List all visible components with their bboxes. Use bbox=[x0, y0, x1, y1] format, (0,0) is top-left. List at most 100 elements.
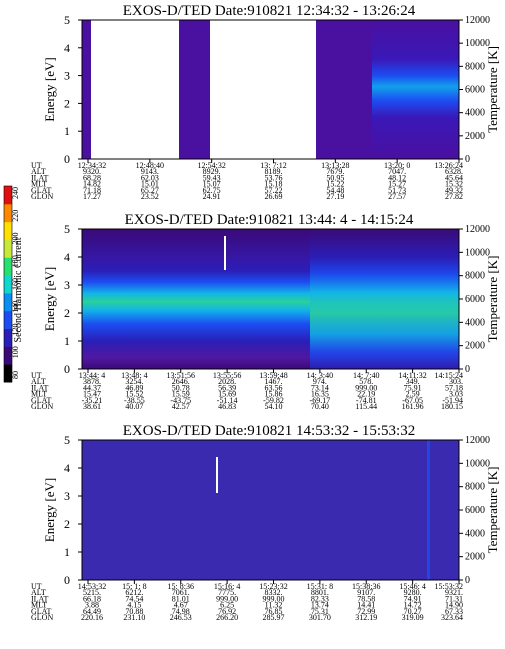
orbit-cell: 12:54:32 bbox=[197, 161, 225, 170]
orbit-row-label: GLAT bbox=[31, 396, 52, 405]
orbit-cell: 14:53:32 bbox=[78, 582, 106, 591]
colorbar: 80 100 120 140 160 180 200 220 240 bbox=[3, 185, 20, 383]
orbit-cell: 72.99 bbox=[357, 607, 375, 616]
orbit-cell: 2.59 bbox=[406, 390, 420, 399]
energy-tick-label: 2 bbox=[64, 96, 70, 110]
colorbar-swatch bbox=[4, 310, 12, 330]
energy-tick-label: 4 bbox=[64, 41, 70, 55]
orbit-cell: 26.69 bbox=[265, 192, 283, 201]
orbit-cell: 15.59 bbox=[172, 390, 190, 399]
orbit-cell: 13:20: 0 bbox=[384, 161, 410, 170]
panel3-background bbox=[82, 440, 459, 580]
orbit-cell: 7047. bbox=[388, 167, 406, 176]
colorbar-swatch bbox=[4, 257, 12, 276]
orbit-cell: 15.69 bbox=[218, 390, 236, 399]
orbit-cell: -59.82 bbox=[263, 396, 284, 405]
orbit-cell: 14.41 bbox=[357, 601, 375, 610]
orbit-cell: 5215. bbox=[83, 588, 101, 597]
orbit-cell: 54.10 bbox=[265, 402, 283, 411]
energy-tick-label: 3 bbox=[64, 278, 70, 292]
orbit-cell: 13:13:28 bbox=[321, 161, 349, 170]
energy-tick-label: 4 bbox=[64, 250, 70, 264]
orbit-cell: 57.22 bbox=[265, 186, 283, 195]
orbit-cell: 13:55:56 bbox=[213, 371, 241, 380]
orbit-cell: 75.31 bbox=[311, 607, 329, 616]
orbit-cell: 74.54 bbox=[125, 594, 143, 603]
panel3-bright-streak bbox=[216, 457, 218, 493]
orbit-cell: 6328. bbox=[445, 167, 463, 176]
orbit-row-label: ALT bbox=[31, 167, 46, 176]
orbit-cell: 51.73 bbox=[388, 186, 406, 195]
temperature-tick-label: 2000 bbox=[465, 341, 485, 352]
panel3-right-axis: 0 2000 4000 6000 8000 10000 12000 Temperature [… bbox=[459, 435, 500, 586]
orbit-cell: 4.67 bbox=[174, 601, 188, 610]
orbit-cell: 78.58 bbox=[357, 594, 375, 603]
orbit-row-label: GLON bbox=[31, 192, 53, 201]
orbit-cell: 15:23:32 bbox=[259, 582, 287, 591]
colorbar-swatch bbox=[4, 292, 12, 312]
orbit-cell: 62.03 bbox=[141, 173, 159, 182]
panel2-left-axis: 0 1 2 3 4 5 Energy [eV] bbox=[42, 222, 82, 376]
colorbar-swatch bbox=[4, 364, 12, 383]
orbit-cell: 180.15 bbox=[441, 402, 463, 411]
panel2-plot bbox=[81, 228, 460, 370]
energy-tick-label: 2 bbox=[64, 306, 70, 320]
orbit-cell: 75.91 bbox=[404, 383, 422, 392]
orbit-cell: 231.10 bbox=[123, 613, 145, 622]
orbit-cell: 50.78 bbox=[172, 383, 190, 392]
orbit-cell: 15.01 bbox=[141, 180, 159, 189]
energy-tick-label: 1 bbox=[64, 334, 70, 348]
orbit-cell: 15: 8:36 bbox=[168, 582, 194, 591]
orbit-cell: 81.01 bbox=[172, 594, 190, 603]
orbit-cell: -51.94 bbox=[442, 396, 463, 405]
orbit-cell: 319.09 bbox=[402, 613, 424, 622]
orbit-row-label: ILAT bbox=[31, 173, 48, 182]
orbit-cell: 46.89 bbox=[125, 383, 143, 392]
energy-tick-label: 5 bbox=[64, 433, 70, 447]
orbit-cell: 14: 3:40 bbox=[307, 371, 333, 380]
orbit-row-label: MLT bbox=[31, 390, 47, 399]
orbit-cell: 9280. bbox=[404, 588, 422, 597]
orbit-cell: 15.27 bbox=[388, 180, 406, 189]
temperature-tick-label: 12000 bbox=[465, 15, 490, 26]
orbit-cell: 301.70 bbox=[309, 613, 331, 622]
orbit-row-label: UT bbox=[31, 371, 42, 380]
orbit-cell: 40.07 bbox=[125, 402, 143, 411]
orbit-cell: 11.32 bbox=[265, 601, 283, 610]
orbit-cell: 285.97 bbox=[263, 613, 285, 622]
orbit-row-label: GLON bbox=[31, 613, 53, 622]
orbit-cell: 74.98 bbox=[172, 607, 190, 616]
orbit-cell: 1467. bbox=[265, 377, 283, 386]
orbit-cell: 15:38:36 bbox=[352, 582, 380, 591]
orbit-cell: 71.18 bbox=[83, 186, 101, 195]
orbit-cell: 42.57 bbox=[172, 402, 190, 411]
temperature-tick-label: 8000 bbox=[465, 482, 485, 493]
orbit-cell: 266.20 bbox=[216, 613, 238, 622]
orbit-cell: 68.28 bbox=[83, 173, 101, 182]
energy-tick-label: 2 bbox=[64, 517, 70, 531]
panel1-plot bbox=[81, 19, 460, 160]
orbit-cell: 13:59:48 bbox=[259, 371, 287, 380]
colorbar-label: Second Harmonic Current bbox=[13, 237, 24, 342]
temperature-tick-label: 8000 bbox=[465, 61, 485, 72]
temperature-axis-label: Temperature [K] bbox=[485, 467, 500, 554]
temperature-tick-label: 2000 bbox=[465, 131, 485, 142]
orbit-cell: 161.96 bbox=[402, 402, 424, 411]
orbit-cell: 53.76 bbox=[265, 173, 283, 182]
orbit-row-label: ALT bbox=[31, 588, 46, 597]
orbit-row-label: GLAT bbox=[31, 607, 52, 616]
colorbar-tick-label: 140 bbox=[11, 301, 20, 313]
orbit-cell: 9143. bbox=[141, 167, 159, 176]
orbit-cell: 12:48:40 bbox=[136, 161, 164, 170]
temperature-tick-label: 0 bbox=[465, 154, 470, 165]
orbit-cell: 3254. bbox=[125, 377, 143, 386]
orbit-cell: 6.25 bbox=[220, 601, 234, 610]
panel1-title: EXOS-D/TED Date:910821 12:34:32 - 13:26:… bbox=[123, 3, 416, 19]
orbit-cell: -51.14 bbox=[217, 396, 238, 405]
orbit-cell: 44.37 bbox=[83, 383, 101, 392]
orbit-cell: 9321. bbox=[445, 588, 463, 597]
orbit-cell: 49.32 bbox=[445, 186, 463, 195]
orbit-cell: 64.49 bbox=[83, 607, 101, 616]
